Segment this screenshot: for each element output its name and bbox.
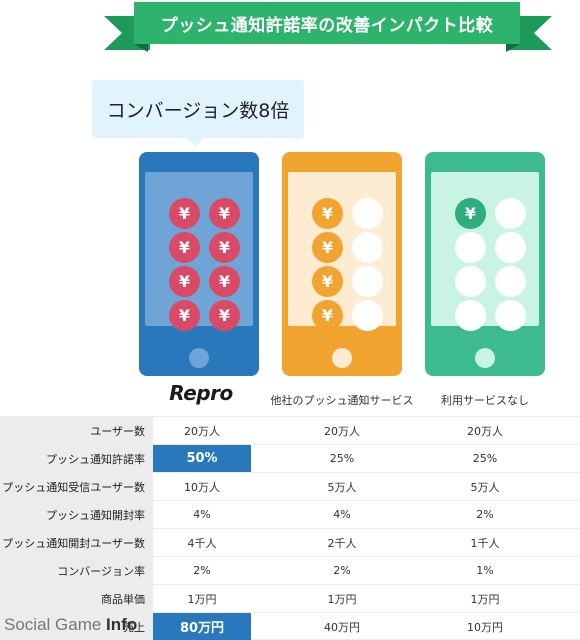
empty-coin-icon [352,198,383,229]
none-value: 10万円 [467,620,503,634]
phone-screen: ¥ [431,172,539,331]
yen-coin-icon: ¥ [312,232,343,263]
table-row: コンバージョン率 2% 2% 1% [0,556,580,584]
row-label: プッシュ通知開封ユーザー数 [0,529,153,556]
empty-coin-icon [495,300,526,331]
table-row: プッシュ通知開封率 4% 4% 2% [0,500,580,528]
phone-screen: ¥ ¥ ¥ ¥ ¥ ¥ ¥ ¥ [145,172,253,331]
yen-coin-icon: ¥ [312,266,343,297]
repro-value: 10万人 [184,480,220,494]
table-row: プッシュ通知受信ユーザー数 10万人 5万人 5万人 [0,472,580,500]
table-row: プッシュ通知開封ユーザー数 4千人 2千人 1千人 [0,528,580,556]
watermark-prefix: Social Game [4,615,107,634]
yen-coin-icon: ¥ [209,198,240,229]
bubble-tail [186,137,204,147]
yen-coin-icon: ¥ [312,198,343,229]
table-row: プッシュ通知許諾率 50% 25% 25% [0,444,580,472]
other-value: 40万円 [324,620,360,634]
other-value: 2% [333,564,351,577]
yen-coin-icon: ¥ [312,300,343,331]
repro-value: 4% [193,508,211,521]
table-row: 商品単価 1万円 1万円 1万円 [0,584,580,612]
yen-coin-icon: ¥ [209,300,240,331]
repro-value-highlight: 50% [153,445,251,472]
title-banner: プッシュ通知許諾率の改善インパクト比較 [134,2,520,44]
empty-coin-icon [455,232,486,263]
empty-coin-icon [495,232,526,263]
table-row: 売上 80万円 40万円 10万円 [0,612,580,640]
empty-coin-icon [495,198,526,229]
row-label: 売上 [0,613,153,640]
other-service-label: 他社のプッシュ通知サービス [270,394,414,407]
empty-coin-icon [455,266,486,297]
empty-coin-icon [495,266,526,297]
empty-coin-icon [352,232,383,263]
repro-value: 1万円 [187,592,217,606]
home-button-icon [475,348,495,368]
yen-coin-icon: ¥ [169,266,200,297]
row-label: 商品単価 [0,585,153,612]
row-label: ユーザー数 [0,417,153,444]
phone-other-service: ¥ ¥ ¥ ¥ [282,152,402,376]
yen-coin-icon: ¥ [455,198,486,229]
row-label: コンバージョン率 [0,557,153,584]
yen-coin-icon: ¥ [209,232,240,263]
repro-value: 4千人 [187,536,217,550]
other-value: 25% [329,452,355,465]
none-value: 1万円 [470,592,500,606]
other-value: 4% [333,508,351,521]
none-value: 1% [476,564,494,577]
empty-coin-icon [352,266,383,297]
conversion-bubble: コンバージョン数8倍 [92,80,304,138]
none-value: 2% [476,508,494,521]
repro-value: 2% [193,564,211,577]
ribbon-right-fold [506,44,520,52]
none-value: 25% [472,452,498,465]
phone-screen: ¥ ¥ ¥ ¥ [288,172,396,331]
yen-coin-icon: ¥ [169,300,200,331]
none-value: 20万人 [467,424,503,438]
phone-no-service: ¥ [425,152,545,376]
watermark-logo: Social Game Info [4,615,137,635]
none-value: 5万人 [470,480,500,494]
repro-value: 20万人 [184,424,220,438]
watermark-suffix: Info [106,615,138,634]
row-label: プッシュ通知開封率 [0,501,153,528]
repro-value-highlight: 80万円 [153,613,251,640]
home-button-icon [332,348,352,368]
yen-coin-icon: ¥ [169,232,200,263]
other-value: 2千人 [327,536,357,550]
empty-coin-icon [455,300,486,331]
yen-coin-icon: ¥ [169,198,200,229]
table-row: ユーザー数 20万人 20万人 20万人 [0,416,580,444]
other-value: 20万人 [324,424,360,438]
ribbon-left-fold [134,44,148,52]
repro-logo: Repro [169,381,233,405]
phone-repro: ¥ ¥ ¥ ¥ ¥ ¥ ¥ ¥ [139,152,259,376]
none-value: 1千人 [470,536,500,550]
other-value: 1万円 [327,592,357,606]
row-label: プッシュ通知許諾率 [0,445,153,472]
comparison-table: ユーザー数 20万人 20万人 20万人 プッシュ通知許諾率 50% 25% 2… [0,416,580,640]
home-button-icon [189,348,209,368]
empty-coin-icon [352,300,383,331]
yen-coin-icon: ¥ [209,266,240,297]
no-service-label: 利用サービスなし [441,394,529,407]
other-value: 5万人 [327,480,357,494]
row-label: プッシュ通知受信ユーザー数 [0,473,153,500]
